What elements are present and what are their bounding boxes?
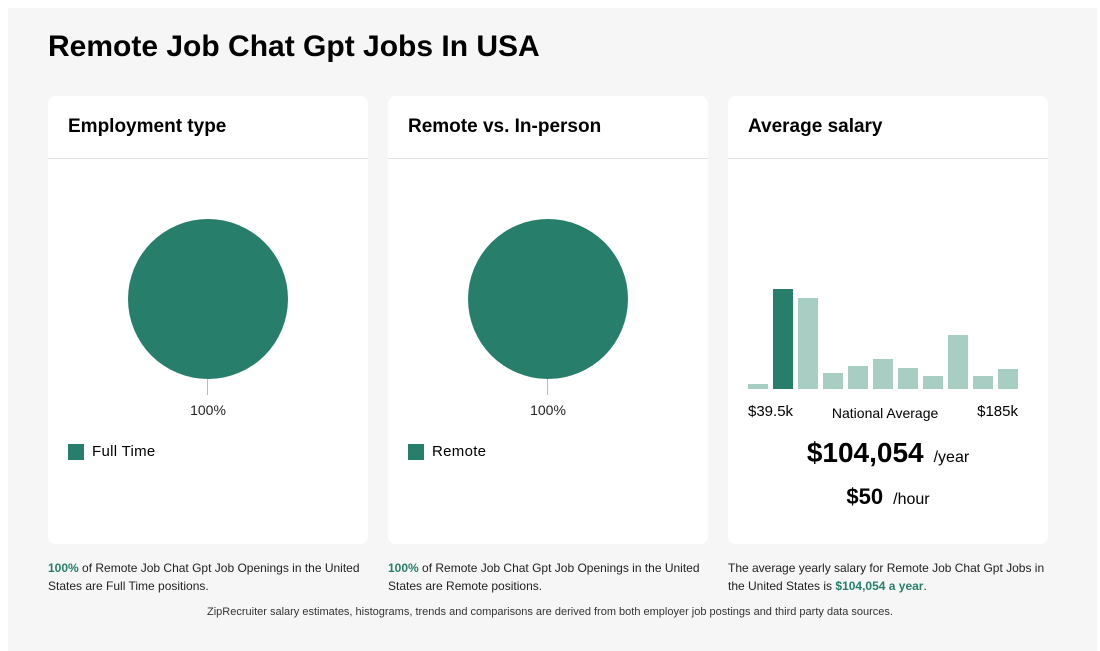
footnote-text: of Remote Job Chat Gpt Job Openings in t… — [48, 561, 360, 593]
histogram-bar — [773, 289, 793, 389]
histogram-bar — [873, 359, 893, 389]
histogram-bar — [748, 384, 768, 389]
footnote-pct: 100% — [388, 561, 419, 575]
legend-item: Full Time — [68, 443, 156, 460]
employment-type-card: Employment type 100% Full Time — [48, 96, 368, 544]
footnote-text: of Remote Job Chat Gpt Job Openings in t… — [388, 561, 700, 593]
hourly-unit: /hour — [893, 491, 930, 508]
axis-max: $185k — [977, 403, 1018, 420]
pie-slice-remote — [468, 219, 628, 379]
footnote-pct: 100% — [48, 561, 79, 575]
salary-histogram — [748, 276, 1028, 389]
histogram-bar — [848, 366, 868, 389]
page: Remote Job Chat Gpt Jobs In USA Employme… — [8, 8, 1097, 651]
yearly-unit: /year — [933, 449, 970, 466]
yearly-salary: $104,054 — [806, 437, 924, 468]
legend-item: Remote — [408, 443, 486, 460]
card-title: Remote vs. In-person — [388, 96, 708, 159]
legend-swatch — [68, 443, 84, 460]
employment-footnote: 100% of Remote Job Chat Gpt Job Openings… — [48, 559, 368, 595]
pie-label: 100% — [190, 402, 226, 418]
axis-mid: National Average — [831, 405, 939, 421]
histogram-bar — [798, 298, 818, 389]
pie-slice-full-time — [128, 219, 288, 379]
legend-label: Full Time — [92, 443, 156, 460]
footnote-end: . — [923, 579, 927, 593]
legend-swatch — [408, 443, 424, 460]
legend-label: Remote — [432, 443, 487, 460]
footnote-text: The average yearly salary for Remote Job… — [728, 561, 1045, 593]
hourly-salary: $50 — [846, 484, 884, 509]
remote-card: Remote vs. In-person 100% Remote — [388, 96, 708, 544]
pie-tick — [207, 379, 208, 395]
histogram-bar — [948, 335, 968, 389]
page-title: Remote Job Chat Gpt Jobs In USA — [48, 30, 540, 63]
histogram-bar — [923, 376, 943, 389]
footnote-salary: $104,054 a year — [835, 579, 924, 593]
histogram-bar — [823, 373, 843, 389]
histogram-bar — [898, 368, 918, 389]
pie-label: 100% — [530, 402, 566, 418]
histogram-bar — [973, 376, 993, 389]
pie-tick — [547, 379, 548, 395]
card-title: Employment type — [48, 96, 368, 159]
remote-footnote: 100% of Remote Job Chat Gpt Job Openings… — [388, 559, 708, 595]
histogram-bar — [998, 369, 1018, 389]
axis-min: $39.5k — [748, 403, 794, 420]
data-source-note: ZipRecruiter salary estimates, histogram… — [207, 606, 893, 618]
salary-footnote: The average yearly salary for Remote Job… — [728, 559, 1048, 595]
card-title: Average salary — [728, 96, 1048, 159]
salary-card: Average salary $39.5k National Average $18… — [728, 96, 1048, 544]
